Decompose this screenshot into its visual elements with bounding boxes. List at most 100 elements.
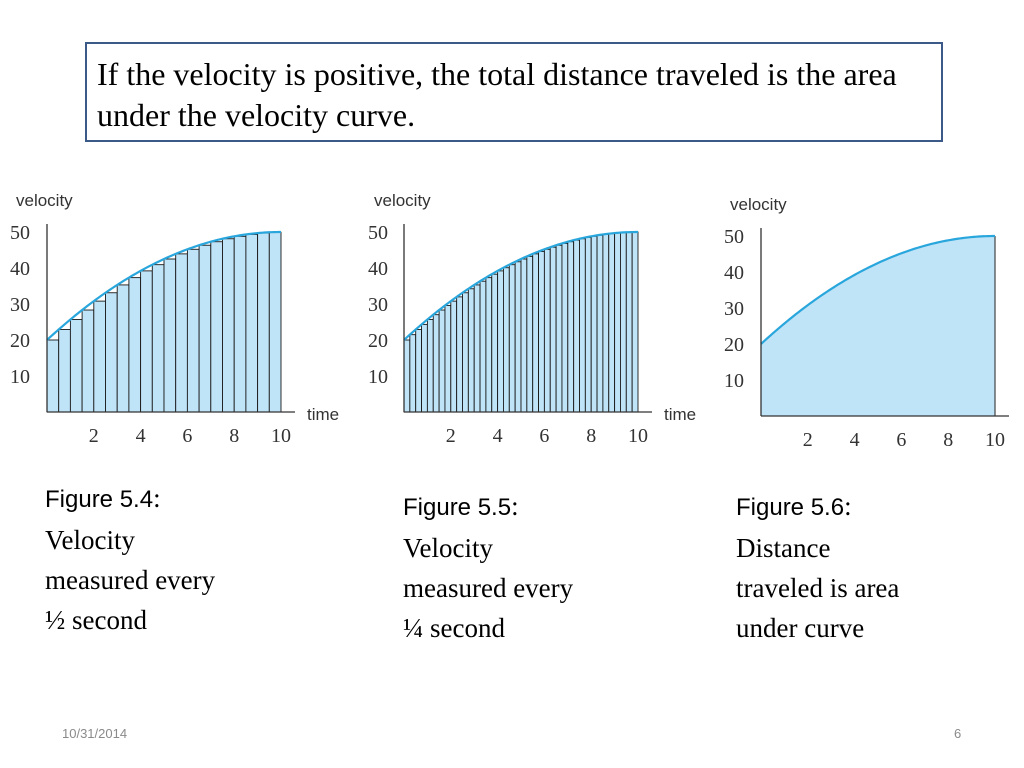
x-tick-label: 8 — [943, 429, 953, 451]
plot-area — [46, 224, 295, 413]
bar — [69, 319, 83, 413]
bar — [444, 305, 452, 413]
caption-figure-label: Figure 5.4 — [45, 486, 154, 513]
y-tick-label: 40 — [10, 258, 30, 280]
x-tick-label: 6 — [539, 425, 549, 447]
bar — [538, 251, 545, 413]
bar — [573, 239, 580, 413]
caption-line: Velocity — [403, 533, 493, 563]
bar — [233, 235, 247, 413]
bar — [497, 270, 504, 413]
bar — [620, 232, 627, 413]
x-tick-label: 2 — [89, 425, 99, 447]
x-axis-label: time — [307, 405, 339, 424]
x-tick-label: 10 — [271, 425, 291, 447]
x-tick-label: 2 — [446, 425, 456, 447]
caption-figure-5-5: Figure 5.5: Velocity measured every ¼ se… — [403, 486, 643, 648]
bar — [561, 242, 569, 413]
y-axis-label: velocity — [16, 191, 73, 210]
bar — [175, 253, 188, 413]
bar — [268, 231, 282, 413]
y-tick-label: 10 — [10, 366, 30, 388]
y-tick-label: 20 — [10, 330, 30, 352]
bar — [116, 284, 130, 413]
x-axis-label: time — [664, 405, 696, 424]
x-tick-label: 4 — [850, 429, 860, 451]
caption-separator: : — [511, 491, 519, 521]
bar — [456, 296, 463, 413]
x-tick-label: 4 — [136, 425, 146, 447]
bar — [508, 264, 516, 413]
y-tick-label: 40 — [368, 258, 388, 280]
bar — [473, 284, 481, 413]
caption-line: measured every — [45, 565, 216, 595]
headline-box: If the velocity is positive, the total d… — [85, 42, 943, 142]
caption-line: Velocity — [45, 525, 135, 555]
bar — [163, 258, 177, 413]
bar — [81, 309, 95, 413]
bar — [579, 238, 586, 413]
bar — [514, 261, 522, 413]
bar — [543, 248, 551, 413]
y-tick-label: 50 — [368, 222, 388, 244]
bar — [467, 288, 475, 413]
bar — [485, 277, 493, 413]
caption-line: measured every — [403, 573, 574, 603]
bar — [415, 329, 423, 413]
y-tick-label: 30 — [10, 294, 30, 316]
x-tick-label: 2 — [803, 429, 813, 451]
chart-figure-5-5: 10 20 30 40 50 2 4 6 8 10 velocity time — [358, 180, 703, 450]
caption-figure-label: Figure 5.5 — [403, 494, 512, 521]
chart-figure-5-6: 10 20 30 40 50 2 4 6 8 10 velocity — [714, 186, 1019, 456]
headline-text: If the velocity is positive, the total d… — [97, 56, 897, 133]
chart-figure-5-6-svg: 10 20 30 40 50 2 4 6 8 10 velocity — [724, 195, 1009, 451]
bar — [210, 241, 223, 413]
y-tick-label: 50 — [724, 226, 744, 248]
caption-figure-label: Figure 5.6 — [736, 494, 845, 521]
y-tick-label: 20 — [724, 334, 744, 356]
bar — [462, 292, 469, 413]
bar — [128, 277, 142, 413]
bar — [186, 248, 200, 413]
x-tick-label: 6 — [182, 425, 192, 447]
bar — [46, 339, 60, 413]
bar — [257, 232, 270, 413]
bar — [631, 231, 639, 413]
caption-figure-5-4: Figure 5.4: Velocity measured every ½ se… — [45, 478, 285, 640]
bar — [549, 246, 557, 413]
y-axis-label: velocity — [730, 195, 787, 214]
x-tick-label: 8 — [229, 425, 239, 447]
bar — [245, 233, 259, 413]
bar — [198, 244, 212, 413]
plot-area — [760, 228, 1009, 417]
bar — [532, 253, 539, 413]
bar — [555, 244, 563, 413]
bar — [596, 234, 604, 413]
x-tick-label: 6 — [896, 429, 906, 451]
bar — [438, 309, 446, 413]
bar — [409, 334, 417, 413]
bar — [426, 319, 434, 413]
y-tick-label: 30 — [724, 298, 744, 320]
y-tick-label: 30 — [368, 294, 388, 316]
bar — [421, 323, 428, 413]
bar — [222, 238, 235, 413]
caption-line: under curve — [736, 613, 865, 643]
bar — [450, 300, 458, 413]
bar — [140, 270, 153, 413]
x-tick-label: 10 — [985, 429, 1005, 451]
x-tick-label: 8 — [586, 425, 596, 447]
footer-date: 10/31/2014 — [62, 726, 128, 741]
x-tick-label: 10 — [628, 425, 648, 447]
caption-figure-5-6: Figure 5.6: Distance traveled is area un… — [736, 486, 976, 648]
velocity-curve — [403, 230, 639, 341]
bar — [105, 292, 118, 413]
y-axis-label: velocity — [374, 191, 431, 210]
caption-line: Distance — [736, 533, 831, 563]
bar — [491, 273, 499, 413]
bar — [614, 232, 621, 413]
bar — [58, 329, 71, 413]
y-tick-label: 10 — [724, 370, 744, 392]
bar — [151, 264, 165, 413]
bar — [602, 233, 610, 413]
